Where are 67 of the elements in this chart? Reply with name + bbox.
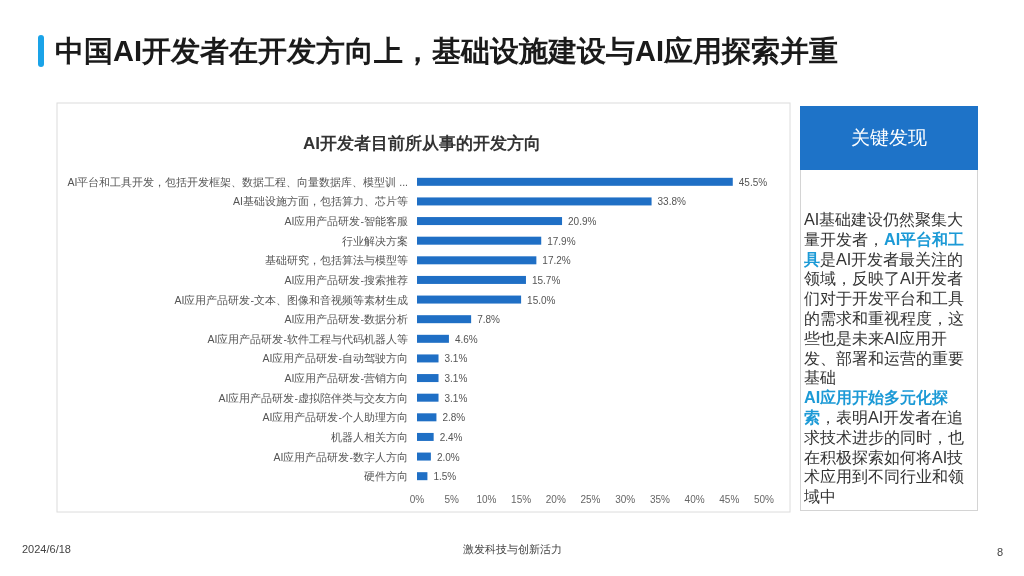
- data-label: 45.5%: [738, 176, 768, 188]
- data-label: 4.6%: [454, 333, 478, 345]
- data-label: 15.7%: [531, 274, 561, 286]
- y-tick-label: AI应用产品研发-搜索推荐: [284, 273, 408, 286]
- y-tick-label: AI应用产品研发-智能客服: [284, 215, 408, 228]
- y-tick-label: AI应用产品研发-数据分析: [284, 313, 408, 326]
- y-tick-label: AI基础设施方面，包括算力、芯片等: [233, 195, 408, 208]
- bar: [417, 256, 537, 265]
- bar: [417, 354, 439, 363]
- x-tick-label: 25%: [580, 493, 601, 505]
- text: 8: [996, 546, 1003, 558]
- x-tick-label: 35%: [649, 493, 671, 505]
- bar: [417, 295, 522, 304]
- data-label: 2.8%: [442, 411, 466, 423]
- x-tick-label: 30%: [615, 493, 636, 505]
- bar: [417, 334, 449, 343]
- data-label: 2.0%: [436, 451, 460, 463]
- data-label: 20.9%: [568, 215, 597, 227]
- bar: [417, 393, 439, 402]
- bar: [417, 315, 472, 324]
- y-tick-label: AI应用产品研发-个人助理方向: [262, 411, 408, 424]
- y-tick-label: AI平台和工具开发，包括开发框架、数据工程、向量数据库、模型训 ...: [67, 175, 408, 188]
- text: 2024/6/18: [22, 543, 71, 555]
- bar: [417, 197, 652, 206]
- x-tick-label: 40%: [684, 493, 705, 505]
- data-label: 3.1%: [444, 352, 468, 364]
- y-tick-label: AI应用产品研发-营销方向: [284, 372, 408, 385]
- y-tick-label: 行业解决方案: [342, 234, 408, 247]
- bar: [417, 452, 431, 461]
- bar: [417, 432, 434, 441]
- text: AI基础建设仍然聚集大量开发者，AI平台和工具是AI开发者最关注的领域，反映了AI开发者们对于开发平台和工具的需求和重视程度，这些也是未来AI应用开发、部署和运营的重要基础: [804, 210, 965, 387]
- text: AI应用开始多元化探索，表明AI开发者在追求技术进步的同时，也在积极探索如何将AI技术应用到不同行业和领域中: [804, 388, 964, 506]
- chart-title: 中国AI开发者在开发方向上，基础设施建设与AI应用探索并重: [55, 35, 838, 67]
- bar: [417, 413, 437, 422]
- bar: [417, 275, 526, 284]
- y-tick-label: AI应用产品研发-自动驾驶方向: [262, 352, 408, 365]
- y-tick-label: 硬件方向: [364, 470, 408, 483]
- y-tick-label: 机器人相关方向: [331, 430, 408, 443]
- data-label: 2.4%: [439, 431, 463, 443]
- y-tick-label: AI应用产品研发-虚拟陪伴类与交友方向: [218, 391, 408, 404]
- data-label: 15.0%: [527, 294, 556, 306]
- data-label: 33.8%: [657, 195, 687, 207]
- x-tick-label: 45%: [719, 493, 740, 505]
- x-tick-label: 5%: [444, 493, 460, 505]
- y-tick-label: AI应用产品研发-文本、图像和音视频等素材生成: [174, 293, 408, 306]
- data-label: 17.9%: [547, 235, 576, 247]
- y-tick-label: AI应用产品研发-数字人方向: [273, 450, 408, 463]
- data-label: 3.1%: [444, 372, 468, 384]
- y-tick-label: AI应用产品研发-软件工程与代码机器人等: [207, 332, 408, 345]
- bar: [417, 374, 439, 383]
- bar: [417, 236, 542, 245]
- x-tick-label: 10%: [476, 493, 497, 505]
- x-tick-label: 0%: [409, 493, 425, 505]
- bar: [417, 177, 733, 186]
- text: 关键发现: [851, 127, 927, 148]
- y-tick-label: 基础研究，包括算法与模型等: [265, 254, 408, 267]
- data-label: 17.2%: [542, 254, 571, 266]
- chart-subtitle: AI开发者目前所从事的开发方向: [303, 133, 541, 153]
- x-tick-label: 15%: [511, 493, 532, 505]
- data-label: 1.5%: [433, 470, 457, 482]
- data-label: 3.1%: [444, 392, 468, 404]
- bar: [417, 217, 563, 226]
- data-label: 7.8%: [477, 313, 501, 325]
- bar: [417, 472, 428, 481]
- x-tick-label: 20%: [545, 493, 566, 505]
- text: 激发科技与创新活力: [462, 543, 562, 555]
- x-tick-label: 50%: [753, 493, 775, 505]
